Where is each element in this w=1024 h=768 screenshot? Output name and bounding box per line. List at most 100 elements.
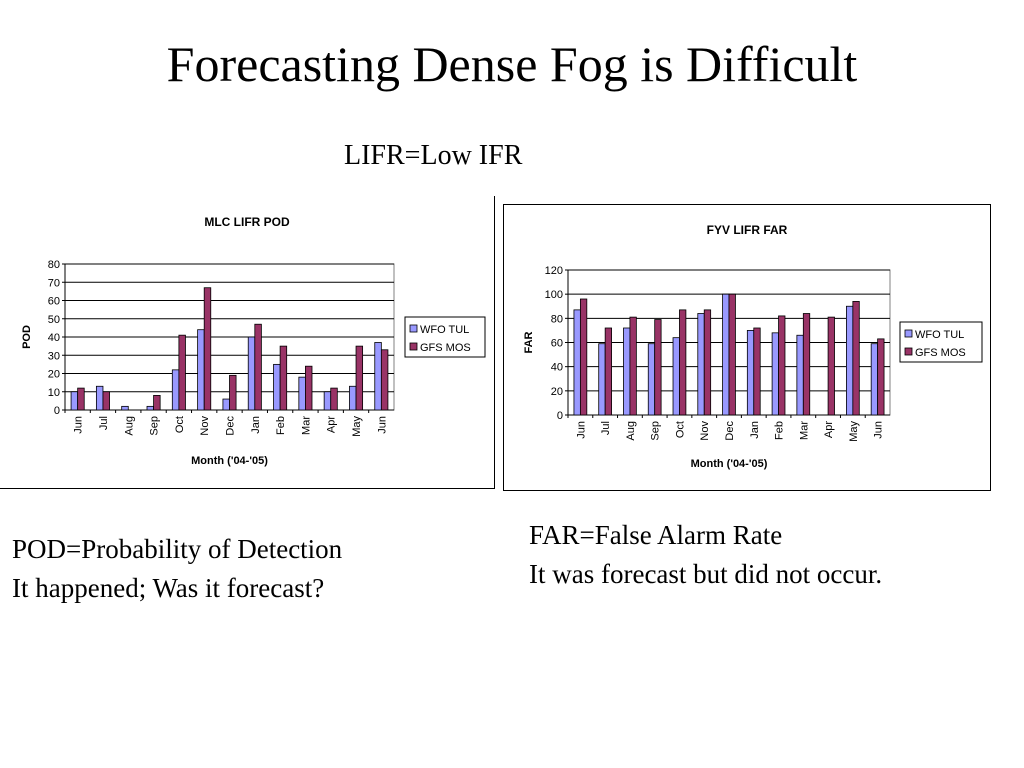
y-tick-label: 40: [48, 332, 60, 344]
bar-gfs-mos: [604, 327, 612, 416]
y-tick-label: 0: [54, 405, 60, 417]
bar-gfs-mos: [355, 345, 364, 411]
legend-label: WFO TUL: [420, 324, 469, 336]
bar-gfs-mos: [579, 298, 588, 416]
bar-gfs-mos: [254, 323, 262, 411]
x-tick-label: Aug: [123, 416, 135, 436]
chart-title: MLC LIFR POD: [204, 215, 290, 229]
y-tick-label: 10: [48, 387, 60, 399]
bar-gfs-mos: [877, 338, 885, 416]
bar-wfo-tul: [121, 405, 129, 411]
x-tick-label: Jun: [873, 421, 885, 439]
bar-gfs-mos: [279, 345, 288, 411]
bar-wfo-tul: [374, 342, 382, 411]
bar-wfo-tul: [846, 305, 854, 416]
x-tick-label: May: [848, 421, 860, 442]
y-tick-label: 70: [48, 277, 60, 289]
bar-gfs-mos: [703, 309, 712, 416]
x-tick-label: Apr: [326, 416, 338, 433]
x-tick-label: Nov: [699, 421, 711, 441]
y-tick-label: 0: [557, 410, 563, 422]
x-axis-title: Month ('04-'05): [191, 455, 268, 467]
pod-caption-explanation: It happened; Was it forecast?: [12, 573, 325, 603]
pod-chart-svg: MLC LIFR POD 0 10 20 30 40 50 60 70 80 Jun Jul Aug Se…: [21, 215, 486, 467]
legend-swatch-wfo-tul: [409, 324, 418, 333]
far-caption-explanation: It was forecast but did not occur.: [529, 559, 883, 589]
x-tick-label: Sep: [149, 416, 161, 436]
bar-wfo-tul: [598, 343, 606, 416]
y-tick-label: 40: [551, 362, 563, 374]
legend-label: WFO TUL: [915, 329, 964, 341]
far-caption: FAR=False Alarm Rate It was forecast but…: [529, 516, 882, 594]
x-tick-label: Jan: [250, 416, 262, 434]
bar-wfo-tul: [247, 336, 256, 411]
bar-wfo-tul: [870, 343, 879, 416]
bar-wfo-tul: [771, 332, 779, 416]
bar-gfs-mos: [380, 349, 389, 411]
bar-wfo-tul: [672, 337, 680, 416]
legend-swatch-wfo-tul: [904, 329, 913, 338]
y-axis-title: FAR: [523, 331, 535, 353]
legend-label: GFS MOS: [915, 347, 966, 359]
y-tick-label: 80: [48, 259, 60, 271]
legend-swatch-gfs-mos: [409, 342, 418, 351]
chart-title: FYV LIFR FAR: [707, 223, 788, 237]
x-tick-label: Mar: [798, 421, 810, 440]
x-tick-label: Oct: [674, 421, 686, 438]
bar-gfs-mos: [654, 319, 662, 416]
legend-label: GFS MOS: [420, 342, 471, 354]
bar-wfo-tul: [349, 385, 357, 411]
y-tick-label: 60: [48, 296, 60, 308]
x-tick-label: Dec: [225, 416, 237, 436]
bar-wfo-tul: [222, 398, 230, 411]
bar-gfs-mos: [753, 327, 761, 416]
bar-wfo-tul: [623, 327, 631, 416]
y-tick-label: 60: [551, 338, 563, 350]
bar-gfs-mos: [77, 387, 85, 411]
slide-subtitle: LIFR=Low IFR: [344, 140, 523, 171]
bar-gfs-mos: [679, 309, 687, 416]
y-tick-label: 50: [48, 314, 60, 326]
bar-wfo-tul: [722, 293, 730, 416]
bar-gfs-mos: [178, 334, 186, 411]
bar-wfo-tul: [697, 313, 705, 416]
y-tick-label: 100: [545, 289, 563, 301]
y-tick-label: 20: [48, 369, 60, 381]
bar-wfo-tul: [323, 391, 332, 411]
legend-swatch-gfs-mos: [904, 347, 913, 356]
bar-gfs-mos: [802, 313, 811, 416]
bar-wfo-tul: [298, 376, 306, 411]
x-tick-label: Jun: [73, 416, 85, 434]
bar-gfs-mos: [629, 316, 637, 416]
bar-wfo-tul: [197, 329, 205, 411]
bar-wfo-tul: [647, 343, 656, 416]
x-tick-label: Jul: [98, 416, 110, 430]
y-tick-label: 80: [551, 313, 563, 325]
bar-wfo-tul: [796, 334, 804, 416]
y-tick-label: 30: [48, 350, 60, 362]
bar-wfo-tul: [70, 391, 79, 411]
bar-gfs-mos: [778, 315, 786, 416]
x-tick-label: Aug: [625, 421, 637, 441]
x-tick-label: Nov: [199, 416, 211, 436]
x-tick-label: Jan: [749, 421, 761, 439]
bar-wfo-tul: [171, 369, 180, 411]
pod-caption: POD=Probability of Detection It happened…: [12, 530, 342, 608]
bar-wfo-tul: [573, 309, 581, 416]
x-tick-label: Mar: [300, 416, 312, 435]
slide-title: Forecasting Dense Fog is Difficult: [166, 36, 858, 92]
x-tick-label: Jul: [600, 421, 612, 435]
pod-chart: MLC LIFR POD 0 10 20 30 40 50 60 70 80 Jun Jul Aug Se…: [0, 196, 495, 489]
y-axis-title: POD: [21, 325, 33, 349]
far-caption-definition: FAR=False Alarm Rate: [529, 520, 783, 550]
bar-gfs-mos: [728, 293, 736, 416]
x-tick-label: Apr: [823, 421, 835, 438]
bar-gfs-mos: [305, 365, 313, 411]
bar-gfs-mos: [229, 374, 237, 411]
y-tick-label: 120: [545, 265, 563, 277]
far-chart-svg: FYV LIFR FAR 0 20 40 60 80 100 120 Jun Jul Aug Sep O…: [523, 223, 983, 470]
x-tick-label: Feb: [774, 421, 786, 440]
pod-caption-definition: POD=Probability of Detection: [12, 534, 343, 564]
bar-wfo-tul: [95, 385, 104, 411]
x-tick-label: Jun: [575, 421, 587, 439]
